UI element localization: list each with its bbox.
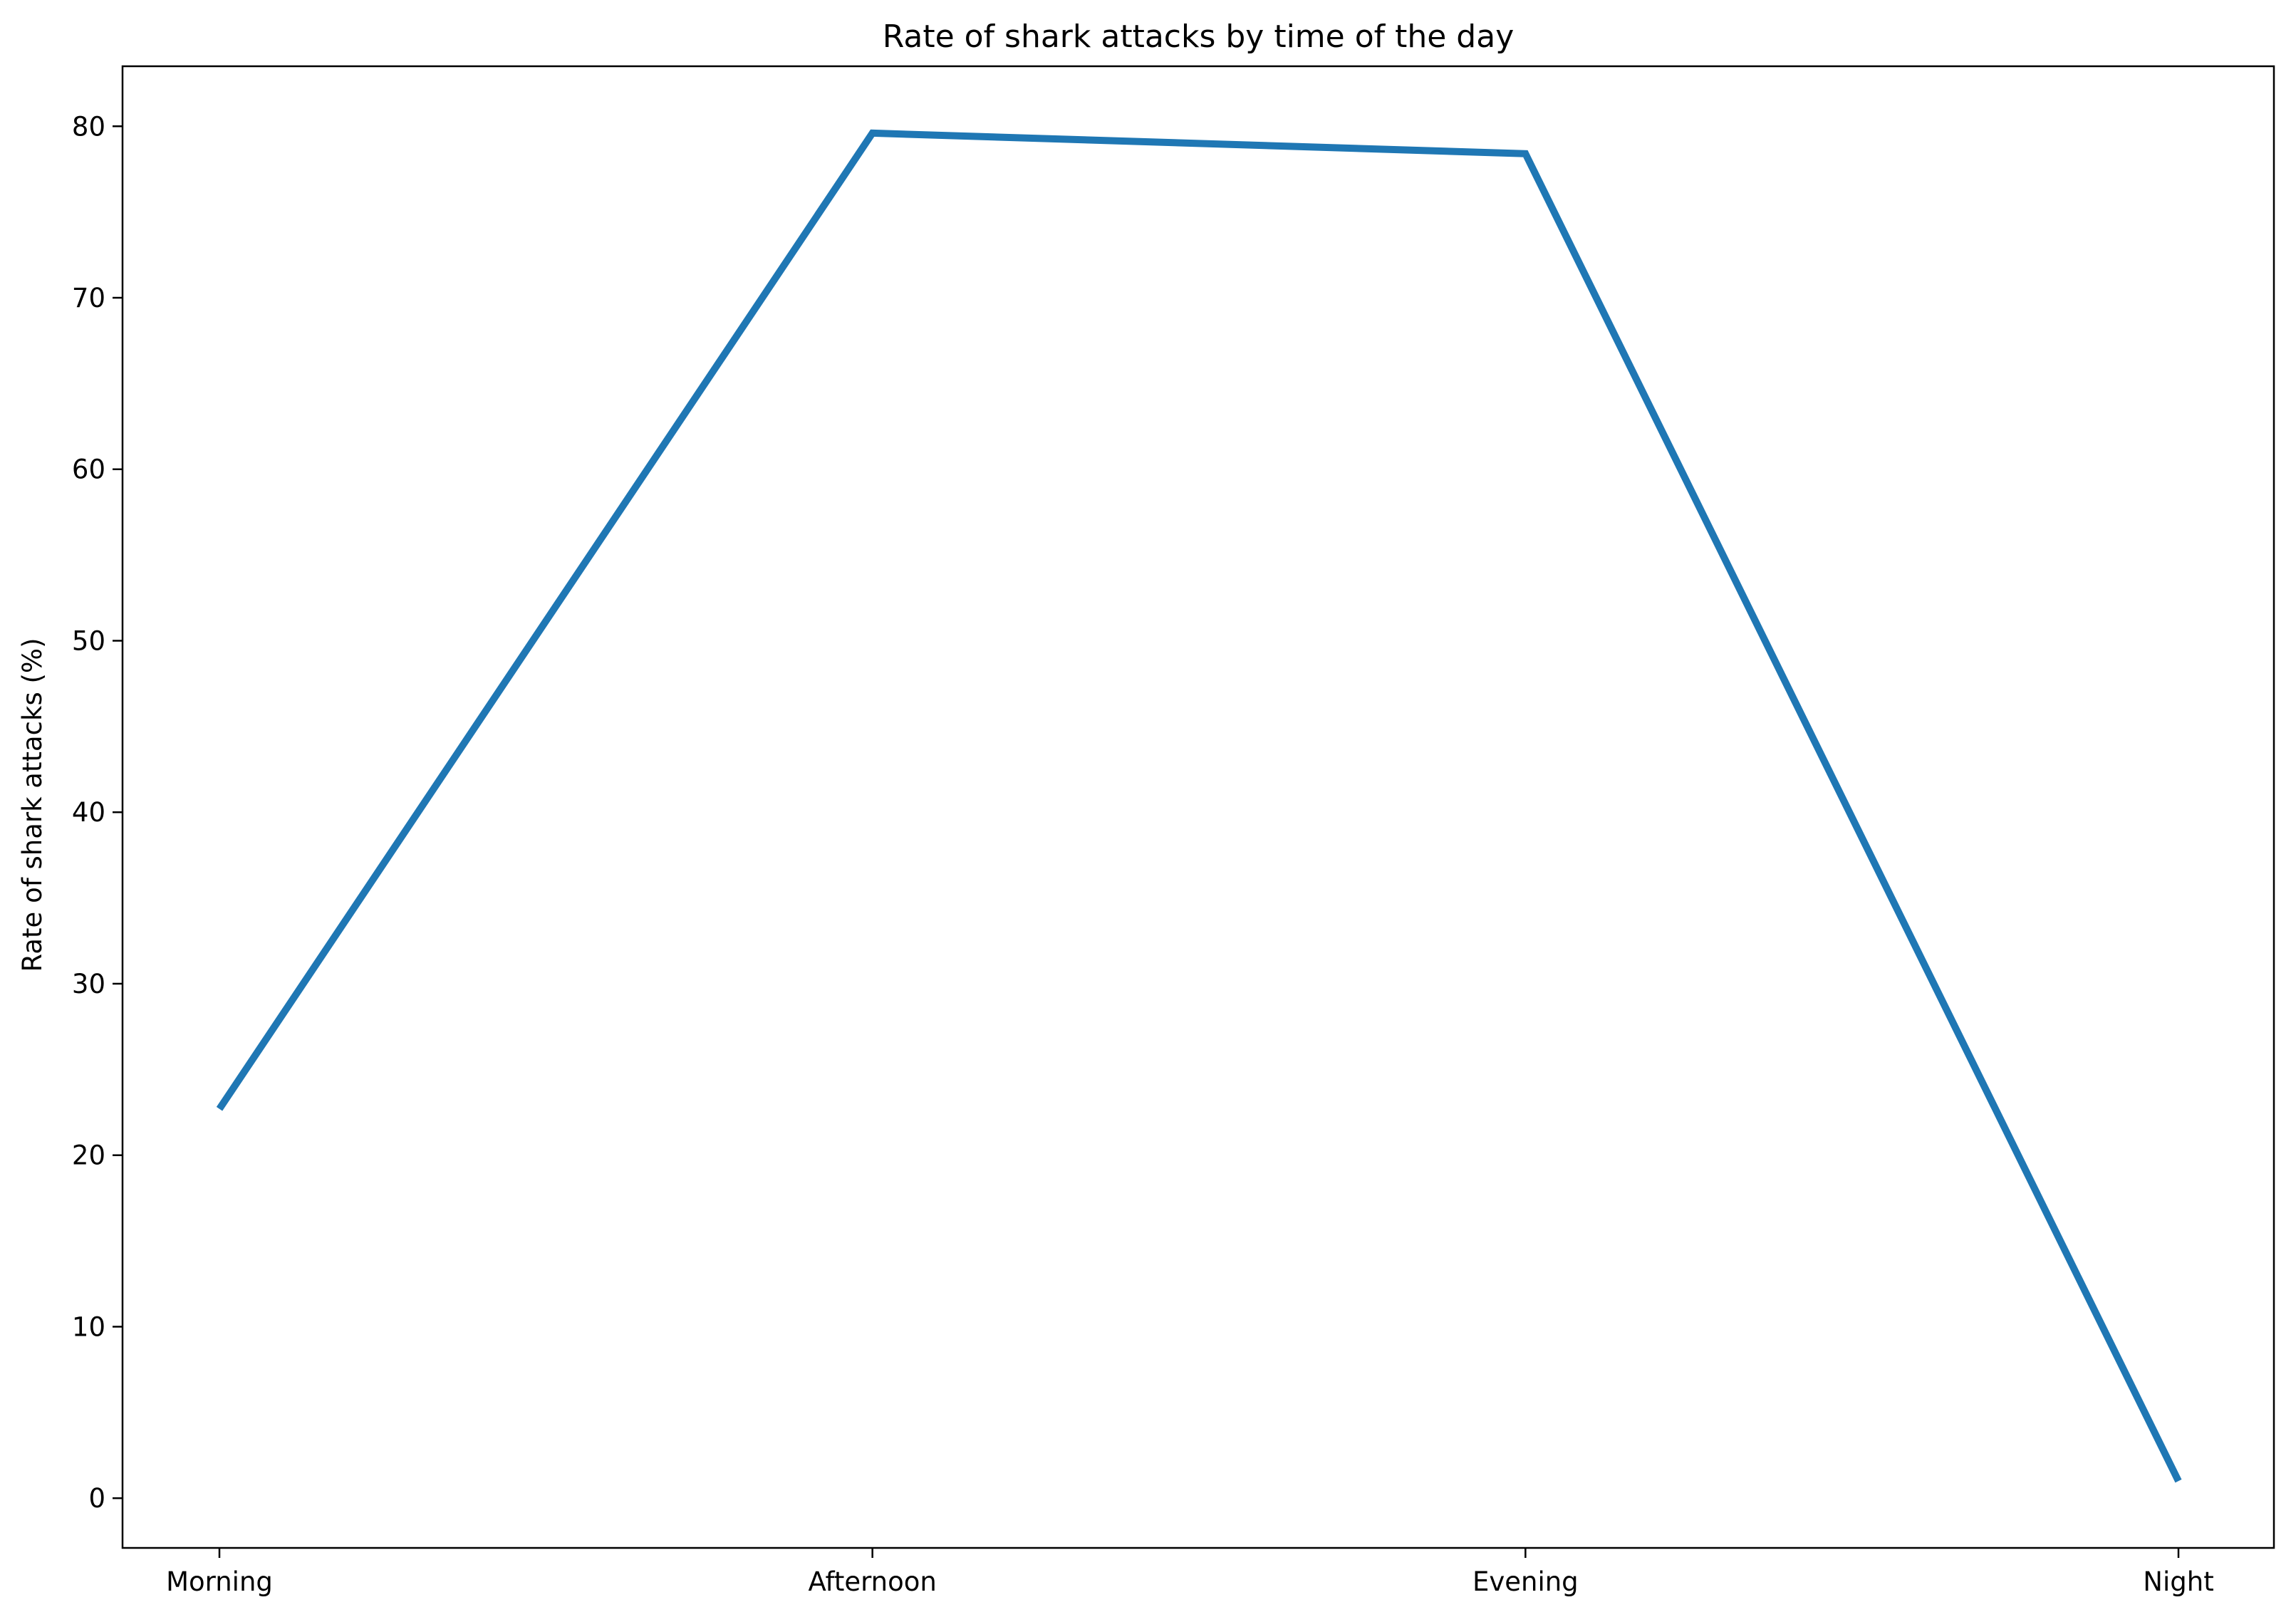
y-tick-label: 40: [72, 797, 105, 828]
y-tick-label: 0: [88, 1483, 105, 1514]
chart-title: Rate of shark attacks by time of the day: [883, 19, 1515, 55]
y-tick-label: 70: [72, 283, 105, 313]
y-tick-label: 30: [72, 969, 105, 999]
x-tick-label: Afternoon: [808, 1566, 936, 1597]
y-tick-label: 20: [72, 1140, 105, 1171]
y-tick-label: 50: [72, 625, 105, 656]
x-tick-label: Evening: [1472, 1566, 1579, 1597]
y-tick-label: 60: [72, 454, 105, 485]
y-tick-label: 80: [72, 111, 105, 142]
y-tick-label: 10: [72, 1311, 105, 1342]
y-axis-label: Rate of shark attacks (%): [17, 638, 48, 972]
x-tick-label: Morning: [166, 1566, 273, 1597]
x-tick-label: Night: [2143, 1566, 2213, 1597]
